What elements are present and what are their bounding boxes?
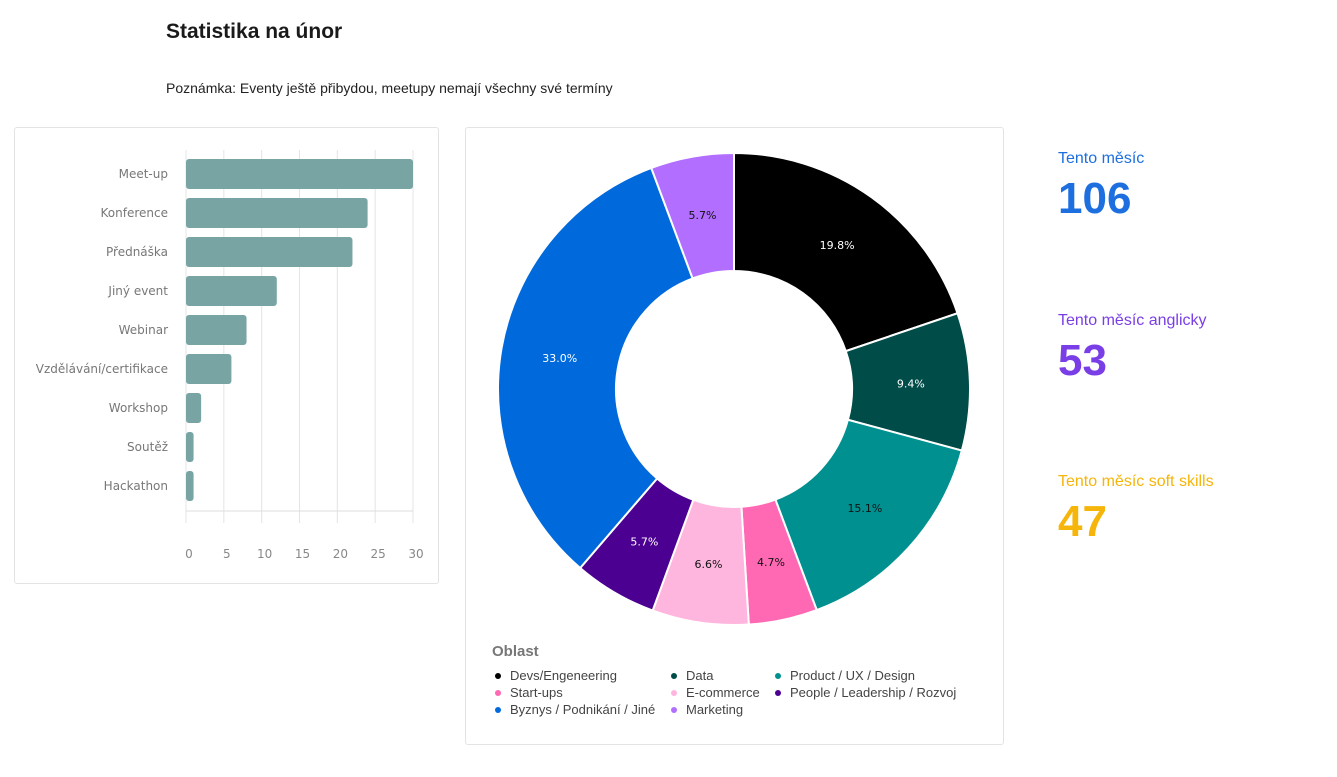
area-donut-chart: 19.8% 9.4% 15.1% 4.7% 6.6% 5.7% 33.0% 5.7% xyxy=(497,151,971,626)
x-tick-label: 25 xyxy=(371,547,386,561)
bar[interactable] xyxy=(186,159,413,189)
donut-slice[interactable] xyxy=(497,166,694,570)
legend-swatch-icon xyxy=(775,689,781,696)
stat-this-month-soft-skills: Tento měsíc soft skills 47 xyxy=(1058,473,1214,547)
legend-swatch-icon xyxy=(495,672,501,679)
stat-this-month-english: Tento měsíc anglicky 53 xyxy=(1058,312,1207,386)
legend-swatch-icon xyxy=(495,706,501,713)
x-tick-label: 5 xyxy=(223,547,231,561)
legend-item[interactable]: Product / UX / Design xyxy=(772,668,962,683)
slice-percent-label: 15.1% xyxy=(847,502,882,515)
legend-title: Oblast xyxy=(492,643,539,660)
page-title: Statistika na únor xyxy=(166,20,343,43)
category-label: Soutěž xyxy=(127,440,168,454)
category-label: Jiný event xyxy=(107,284,168,298)
slice-percent-label: 5.7% xyxy=(688,209,716,222)
x-tick-label: 20 xyxy=(333,547,348,561)
category-label: Hackathon xyxy=(104,479,168,493)
legend-item[interactable]: E-commerce xyxy=(668,685,772,700)
slice-percent-label: 19.8% xyxy=(820,239,855,252)
stat-this-month: Tento měsíc 106 xyxy=(1058,150,1144,224)
event-type-bar-chart-card: 0 5 10 15 20 25 30 Meet-up Konference Přednáška Ji… xyxy=(14,127,439,584)
slice-percent-label: 9.4% xyxy=(897,377,925,390)
stat-value: 47 xyxy=(1058,497,1107,546)
legend-label: Product / UX / Design xyxy=(790,668,915,683)
legend-item[interactable]: People / Leadership / Rozvoj xyxy=(772,685,962,700)
chart-legend: Oblast Devs/Engeneering Data Product / UX … xyxy=(492,643,962,717)
slice-percent-label: 5.7% xyxy=(630,536,658,549)
stat-value: 106 xyxy=(1058,174,1132,223)
legend-swatch-icon xyxy=(671,706,677,713)
slice-percent-label: 6.6% xyxy=(695,558,723,571)
donut-slice[interactable] xyxy=(774,418,964,612)
legend-label: Marketing xyxy=(686,702,744,717)
bar[interactable] xyxy=(186,315,247,345)
donut-slice[interactable] xyxy=(649,151,735,280)
slice-percent-label: 33.0% xyxy=(542,352,577,365)
category-label: Webinar xyxy=(119,323,168,337)
bar[interactable] xyxy=(186,354,232,384)
bar[interactable] xyxy=(186,198,368,228)
slice-percent-label: 4.7% xyxy=(757,556,785,569)
stat-label: Tento měsíc anglicky xyxy=(1058,312,1207,329)
category-label: Přednáška xyxy=(106,245,168,259)
bar[interactable] xyxy=(186,432,194,462)
legend-swatch-icon xyxy=(775,672,781,679)
bar[interactable] xyxy=(186,471,194,501)
x-tick-label: 10 xyxy=(257,547,272,561)
x-tick-label: 15 xyxy=(295,547,310,561)
legend-item[interactable]: Data xyxy=(668,668,772,683)
x-tick-label: 30 xyxy=(408,547,423,561)
stat-label: Tento měsíc soft skills xyxy=(1058,473,1214,490)
donut-slice[interactable] xyxy=(733,151,959,353)
legend-label: Start-ups xyxy=(510,685,563,700)
legend-swatch-icon xyxy=(671,672,677,679)
category-label: Meet-up xyxy=(119,167,168,181)
bar[interactable] xyxy=(186,393,202,423)
area-donut-chart-card: 19.8% 9.4% 15.1% 4.7% 6.6% 5.7% 33.0% 5.7% Obla… xyxy=(465,127,1004,745)
legend-label: E-commerce xyxy=(686,685,760,700)
legend-label: People / Leadership / Rozvoj xyxy=(790,685,957,700)
legend-label: Byznys / Podnikání / Jiné xyxy=(510,702,656,717)
x-tick-label: 0 xyxy=(185,547,193,561)
legend-swatch-icon xyxy=(495,689,501,696)
legend-item[interactable]: Start-ups xyxy=(492,685,668,700)
legend-swatch-icon xyxy=(671,689,677,696)
legend-item[interactable]: Marketing xyxy=(668,702,772,717)
bar[interactable] xyxy=(186,237,353,267)
stat-label: Tento měsíc xyxy=(1058,150,1145,167)
legend-label: Data xyxy=(686,668,714,683)
stat-value: 53 xyxy=(1058,336,1107,385)
category-label: Vzdělávání/certifikace xyxy=(36,362,168,376)
legend-item[interactable]: Devs/Engeneering xyxy=(492,668,668,683)
legend-item[interactable]: Byznys / Podnikání / Jiné xyxy=(492,702,668,717)
note-text: Poznámka: Eventy ještě přibydou, meetupy… xyxy=(166,80,613,96)
category-label: Konference xyxy=(101,206,168,220)
category-label: Workshop xyxy=(109,401,168,415)
legend-label: Devs/Engeneering xyxy=(510,668,617,683)
bar[interactable] xyxy=(186,276,277,306)
event-type-bar-chart: 0 5 10 15 20 25 30 Meet-up Konference Přednáška Ji… xyxy=(36,150,424,561)
